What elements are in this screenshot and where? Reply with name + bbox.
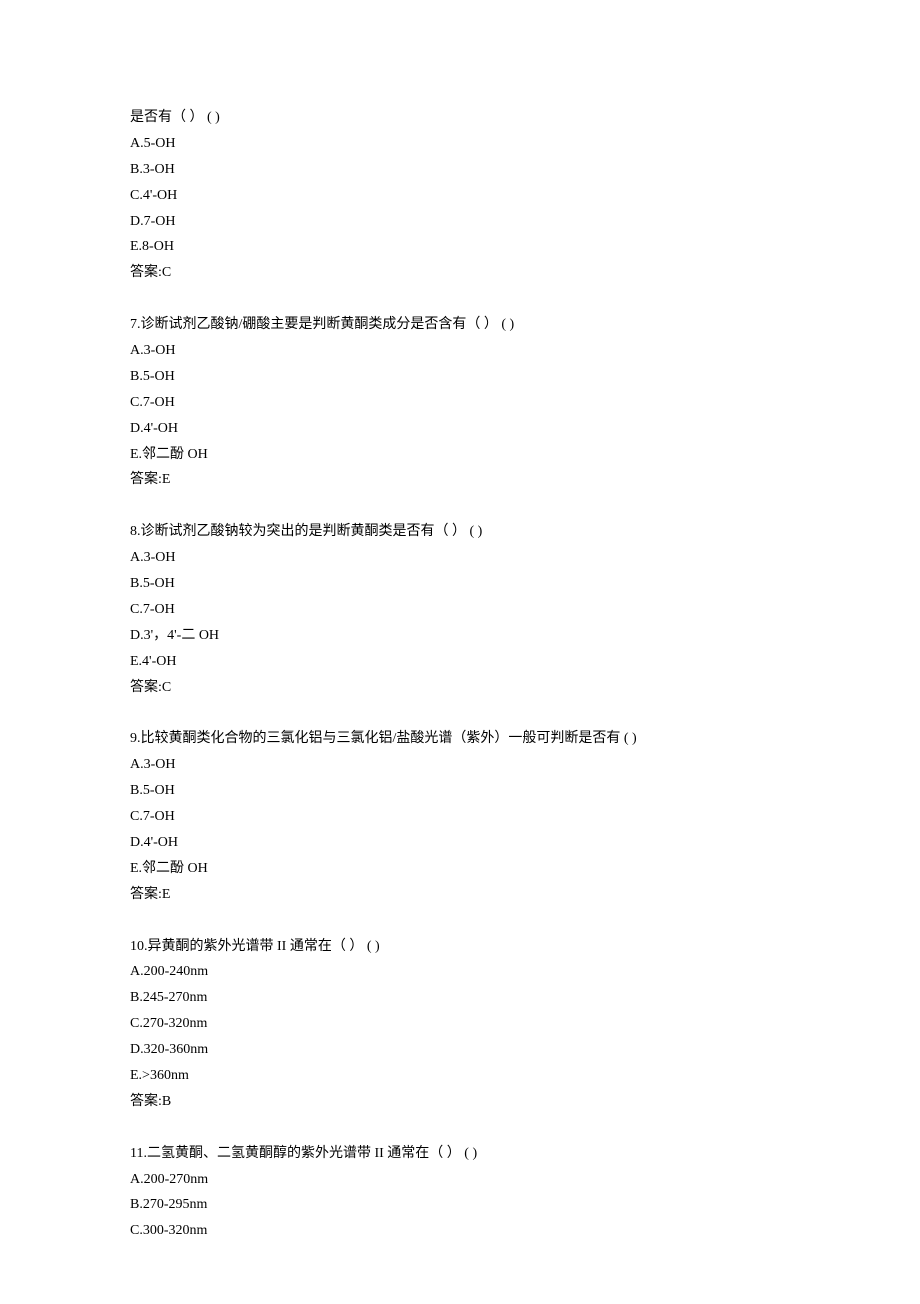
question-stem: 7.诊断试剂乙酸钠/硼酸主要是判断黄酮类成分是否含有（ ） ( ) — [130, 312, 790, 338]
question-block-7: 7.诊断试剂乙酸钠/硼酸主要是判断黄酮类成分是否含有（ ） ( ) A.3-OH… — [130, 312, 790, 493]
question-block-10: 10.异黄酮的紫外光谱带 II 通常在（ ） ( ) A.200-240nm B… — [130, 934, 790, 1115]
option-e: E.8-OH — [130, 234, 790, 260]
option-d: D.4'-OH — [130, 416, 790, 442]
answer: 答案:E — [130, 882, 790, 908]
question-block-8: 8.诊断试剂乙酸钠较为突出的是判断黄酮类是否有（ ） ( ) A.3-OH B.… — [130, 519, 790, 700]
document-page: 是否有（ ） ( ) A.5-OH B.3-OH C.4'-OH D.7-OH … — [0, 0, 920, 1304]
option-b: B.3-OH — [130, 157, 790, 183]
question-block-11: 11.二氢黄酮、二氢黄酮醇的紫外光谱带 II 通常在（ ） ( ) A.200-… — [130, 1141, 790, 1245]
question-block-6: 是否有（ ） ( ) A.5-OH B.3-OH C.4'-OH D.7-OH … — [130, 105, 790, 286]
option-c: C.7-OH — [130, 597, 790, 623]
option-d: D.4'-OH — [130, 830, 790, 856]
answer: 答案:B — [130, 1089, 790, 1115]
option-a: A.200-240nm — [130, 959, 790, 985]
option-c: C.4'-OH — [130, 183, 790, 209]
question-stem: 9.比较黄酮类化合物的三氯化铝与三氯化铝/盐酸光谱（紫外）一般可判断是否有 ( … — [130, 726, 790, 752]
answer: 答案:C — [130, 260, 790, 286]
option-b: B.5-OH — [130, 778, 790, 804]
option-a: A.3-OH — [130, 545, 790, 571]
option-b: B.5-OH — [130, 571, 790, 597]
option-a: A.3-OH — [130, 338, 790, 364]
option-c: C.270-320nm — [130, 1011, 790, 1037]
question-stem: 11.二氢黄酮、二氢黄酮醇的紫外光谱带 II 通常在（ ） ( ) — [130, 1141, 790, 1167]
option-c: C.300-320nm — [130, 1218, 790, 1244]
option-b: B.270-295nm — [130, 1192, 790, 1218]
option-b: B.245-270nm — [130, 985, 790, 1011]
question-block-9: 9.比较黄酮类化合物的三氯化铝与三氯化铝/盐酸光谱（紫外）一般可判断是否有 ( … — [130, 726, 790, 907]
option-c: C.7-OH — [130, 390, 790, 416]
option-c: C.7-OH — [130, 804, 790, 830]
question-stem: 是否有（ ） ( ) — [130, 105, 790, 131]
option-d: D.7-OH — [130, 209, 790, 235]
option-e: E.邻二酚 OH — [130, 856, 790, 882]
option-b: B.5-OH — [130, 364, 790, 390]
question-stem: 8.诊断试剂乙酸钠较为突出的是判断黄酮类是否有（ ） ( ) — [130, 519, 790, 545]
option-d: D.320-360nm — [130, 1037, 790, 1063]
option-a: A.200-270nm — [130, 1167, 790, 1193]
option-e: E.邻二酚 OH — [130, 442, 790, 468]
option-e: E.4'-OH — [130, 649, 790, 675]
option-a: A.3-OH — [130, 752, 790, 778]
option-d: D.3'，4'-二 OH — [130, 623, 790, 649]
question-stem: 10.异黄酮的紫外光谱带 II 通常在（ ） ( ) — [130, 934, 790, 960]
option-e: E.>360nm — [130, 1063, 790, 1089]
answer: 答案:C — [130, 675, 790, 701]
option-a: A.5-OH — [130, 131, 790, 157]
answer: 答案:E — [130, 467, 790, 493]
